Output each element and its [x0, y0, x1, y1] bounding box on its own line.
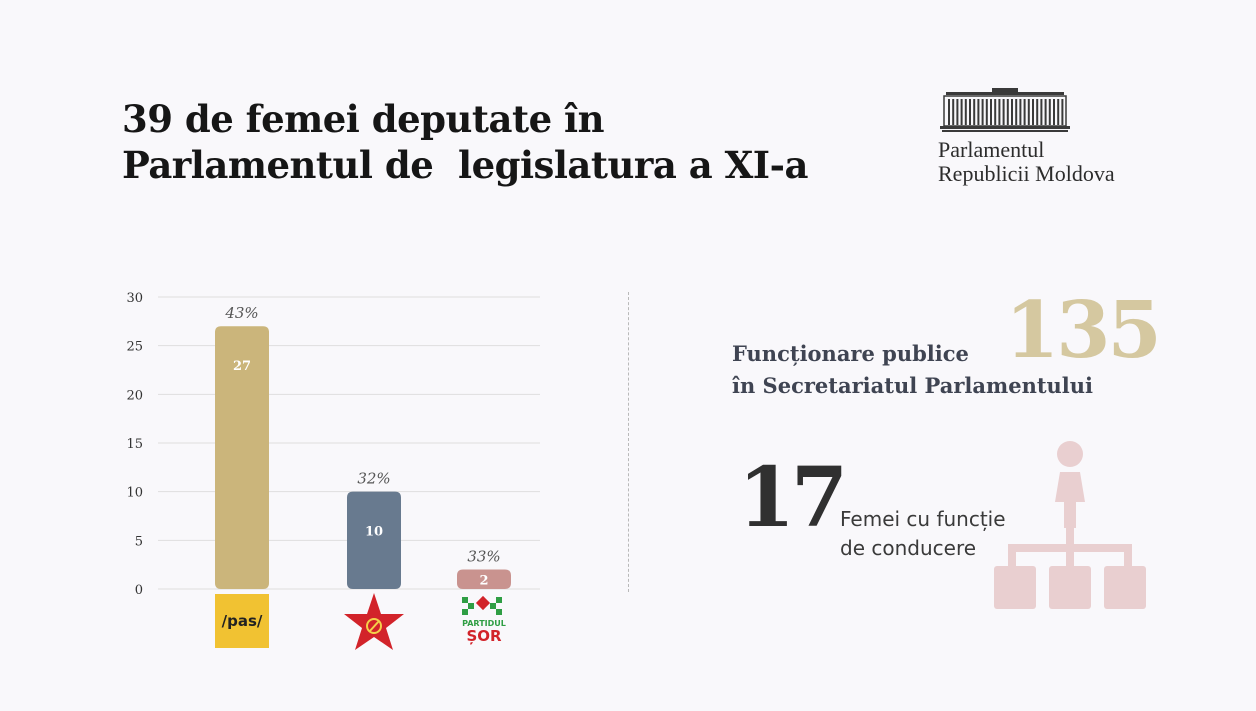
y-tick-label: 0	[135, 583, 143, 598]
org-chart-person-icon	[994, 441, 1146, 609]
pas-logo-icon: /pas/	[215, 594, 269, 648]
logo-name-line-2: Republicii Moldova	[938, 161, 1115, 186]
bar-value-label: 2	[479, 573, 488, 588]
y-tick-label: 5	[135, 534, 143, 549]
bar-chart: 0 5 10 15 20 25 30 27 43% 10 32% 2 33% /pas/ PARTID…	[126, 291, 540, 650]
y-tick-label: 10	[126, 486, 143, 501]
pas-logo-text: /pas/	[222, 612, 263, 630]
bar-percent-label: 32%	[357, 470, 390, 488]
page-title: 39 de femei deputate în Parlamentul de l…	[122, 96, 808, 188]
bar-value-label: 27	[233, 359, 251, 374]
bar-percent-label: 43%	[224, 304, 258, 322]
y-tick-label: 25	[126, 340, 143, 355]
parliament-building-icon	[940, 88, 1070, 132]
bar-1	[215, 326, 269, 589]
red-star-hammer-sickle-icon	[344, 593, 404, 650]
women-leaders-label-line-1: Femei cu funcție	[840, 507, 1006, 531]
title-line-2: Parlamentul de legislatura a XI-a	[122, 143, 808, 187]
logo-name-line-1: Parlamentul	[938, 137, 1045, 162]
sor-logo-word-partidul: PARTIDUL	[462, 619, 506, 628]
civil-servants-label-line-1: Funcționare publice	[732, 341, 969, 366]
y-tick-label: 30	[126, 291, 143, 306]
y-tick-label: 20	[126, 388, 143, 403]
partidul-sor-logo-icon: PARTIDUL ȘOR	[462, 595, 506, 645]
bar-value-label: 10	[365, 525, 383, 540]
dashed-divider	[628, 292, 629, 592]
women-leaders-count: 17	[738, 450, 848, 546]
bar-2	[347, 491, 401, 589]
bar-3	[457, 569, 511, 589]
sor-logo-word-sor: ȘOR	[466, 627, 502, 645]
parliament-logo: Parlamentul Republicii Moldova	[938, 88, 1148, 188]
civil-servants-count: 135	[1005, 285, 1162, 376]
title-line-1: 39 de femei deputate în	[122, 97, 604, 141]
y-tick-label: 15	[126, 437, 143, 452]
bar-percent-label: 33%	[467, 548, 500, 566]
civil-servants-label-line-2: în Secretariatul Parlamentului	[732, 373, 1094, 398]
women-leaders-label-line-2: de conducere	[840, 536, 977, 560]
